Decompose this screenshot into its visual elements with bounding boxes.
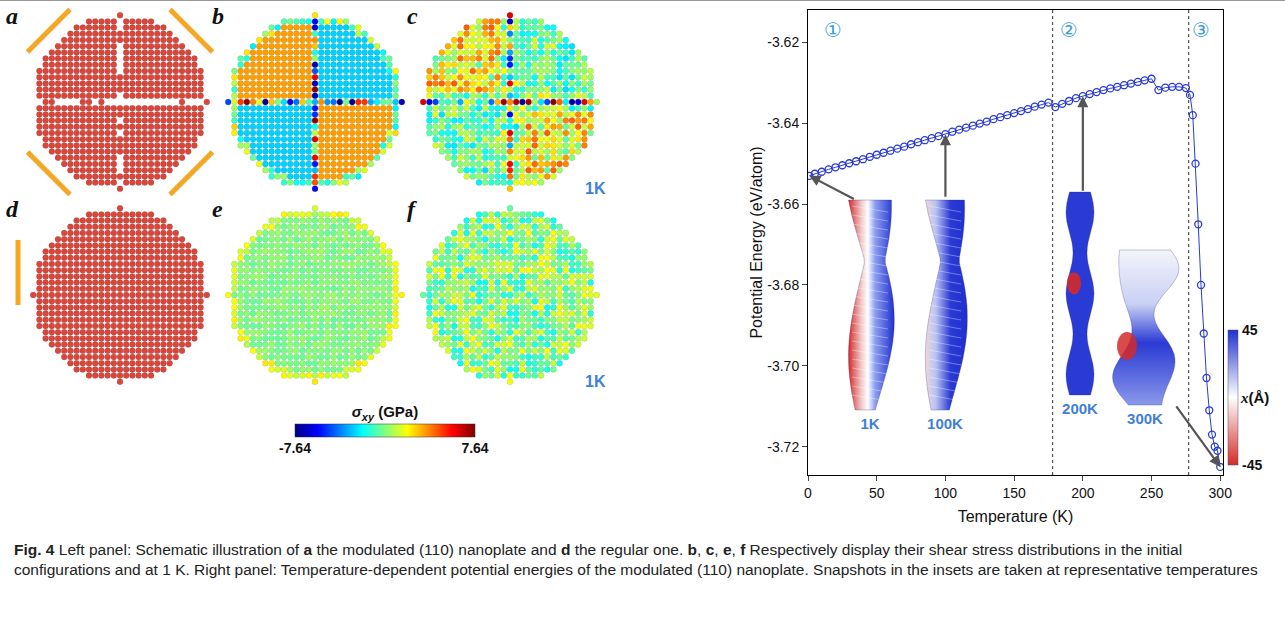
svg-text:1K: 1K bbox=[585, 373, 606, 390]
svg-text:a: a bbox=[6, 3, 18, 29]
svg-text:50: 50 bbox=[869, 485, 885, 501]
svg-text:-7.64: -7.64 bbox=[279, 440, 311, 456]
svg-text:①: ① bbox=[824, 18, 842, 42]
svg-text:c: c bbox=[407, 3, 418, 29]
svg-text:300K: 300K bbox=[1127, 410, 1163, 427]
html-text:Fig. 4 Left panel: Schematic i: Fig. 4 Left panel: Schematic illustratio… bbox=[14, 541, 1258, 579]
svg-text:Temperature (K): Temperature (K) bbox=[958, 508, 1074, 525]
svg-text:7.64: 7.64 bbox=[461, 440, 488, 456]
svg-text:e: e bbox=[212, 196, 223, 222]
svg-text:45: 45 bbox=[1242, 322, 1258, 338]
svg-text:100K: 100K bbox=[927, 415, 963, 432]
svg-text:b: b bbox=[212, 3, 224, 29]
svg-text:1K: 1K bbox=[585, 180, 606, 197]
svg-text:Potential Energy (eV/atom): Potential Energy (eV/atom) bbox=[748, 146, 765, 338]
svg-text:-45: -45 bbox=[1242, 457, 1262, 473]
svg-text:σxy (GPa): σxy (GPa) bbox=[352, 403, 418, 423]
svg-text:250: 250 bbox=[1140, 485, 1164, 501]
svg-text:-3.68: -3.68 bbox=[767, 277, 799, 293]
svg-text:-3.62: -3.62 bbox=[767, 34, 799, 50]
svg-text:1K: 1K bbox=[860, 415, 879, 432]
svg-text:150: 150 bbox=[1002, 485, 1026, 501]
svg-text:③: ③ bbox=[1192, 18, 1210, 42]
svg-text:-3.66: -3.66 bbox=[767, 196, 799, 212]
svg-text:300: 300 bbox=[1209, 485, 1233, 501]
svg-text:100: 100 bbox=[934, 485, 958, 501]
svg-text:x(Å): x(Å) bbox=[1240, 389, 1269, 406]
svg-text:f: f bbox=[407, 196, 417, 222]
svg-text:0: 0 bbox=[804, 485, 812, 501]
svg-text:-3.72: -3.72 bbox=[767, 439, 799, 455]
svg-text:200K: 200K bbox=[1062, 400, 1098, 417]
svg-text:-3.70: -3.70 bbox=[767, 358, 799, 374]
svg-text:200: 200 bbox=[1071, 485, 1095, 501]
svg-text:②: ② bbox=[1060, 18, 1078, 42]
svg-text:-3.64: -3.64 bbox=[767, 115, 799, 131]
svg-text:d: d bbox=[6, 196, 19, 222]
